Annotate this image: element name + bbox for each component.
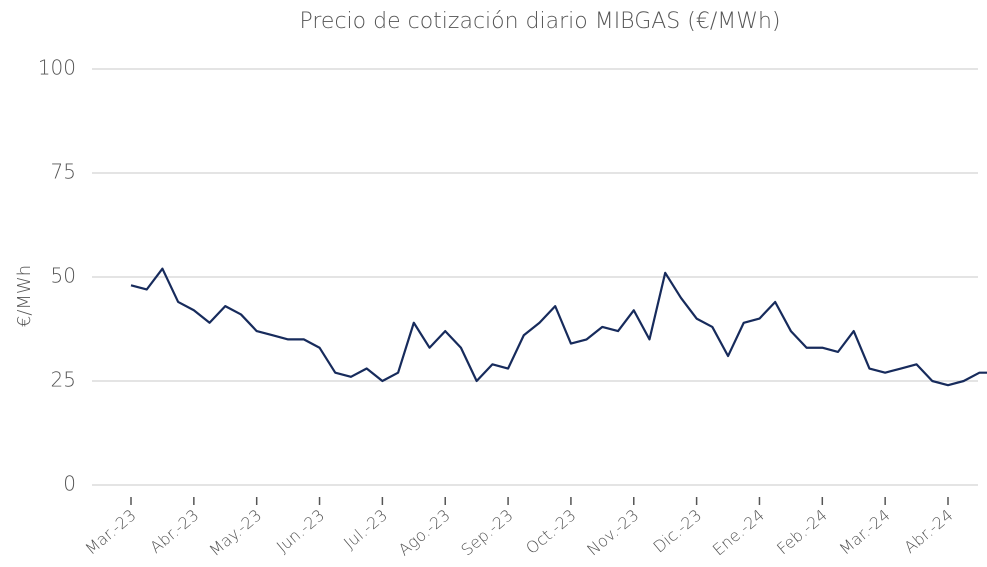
x-tick-label: Mar.-24	[836, 506, 894, 559]
x-tick-label: Nov.-23	[583, 506, 642, 560]
x-tick-label: Ago.-23	[395, 506, 454, 560]
y-tick-label: 75	[51, 160, 76, 184]
price-line	[130, 267, 987, 387]
x-tick-label: May.-23	[206, 506, 266, 560]
y-tick-label: 0	[63, 472, 76, 496]
x-tick-label: Abr.-24	[900, 506, 956, 557]
x-tick-label: Mar.-23	[81, 506, 139, 559]
x-tick-label: Dic.-23	[649, 506, 705, 557]
x-tick-label: Ene.-24	[709, 506, 768, 560]
y-axis-label: €/MWh	[14, 265, 35, 327]
x-tick-label: Sep.-23	[457, 506, 516, 560]
y-tick-label: 100	[38, 56, 76, 80]
x-tick-label: Abr.-23	[146, 506, 202, 557]
x-tick-label: Oct.-23	[522, 506, 579, 558]
x-tick-label: Jun.-23	[273, 506, 328, 557]
y-tick-label: 25	[51, 368, 76, 392]
x-tick-label: Jul.-23	[340, 506, 391, 553]
y-tick-label: 50	[51, 264, 76, 288]
chart-title: Precio de cotización diario MIBGAS (€/MW…	[299, 9, 780, 34]
x-tick-label: Feb.-24	[773, 506, 831, 559]
